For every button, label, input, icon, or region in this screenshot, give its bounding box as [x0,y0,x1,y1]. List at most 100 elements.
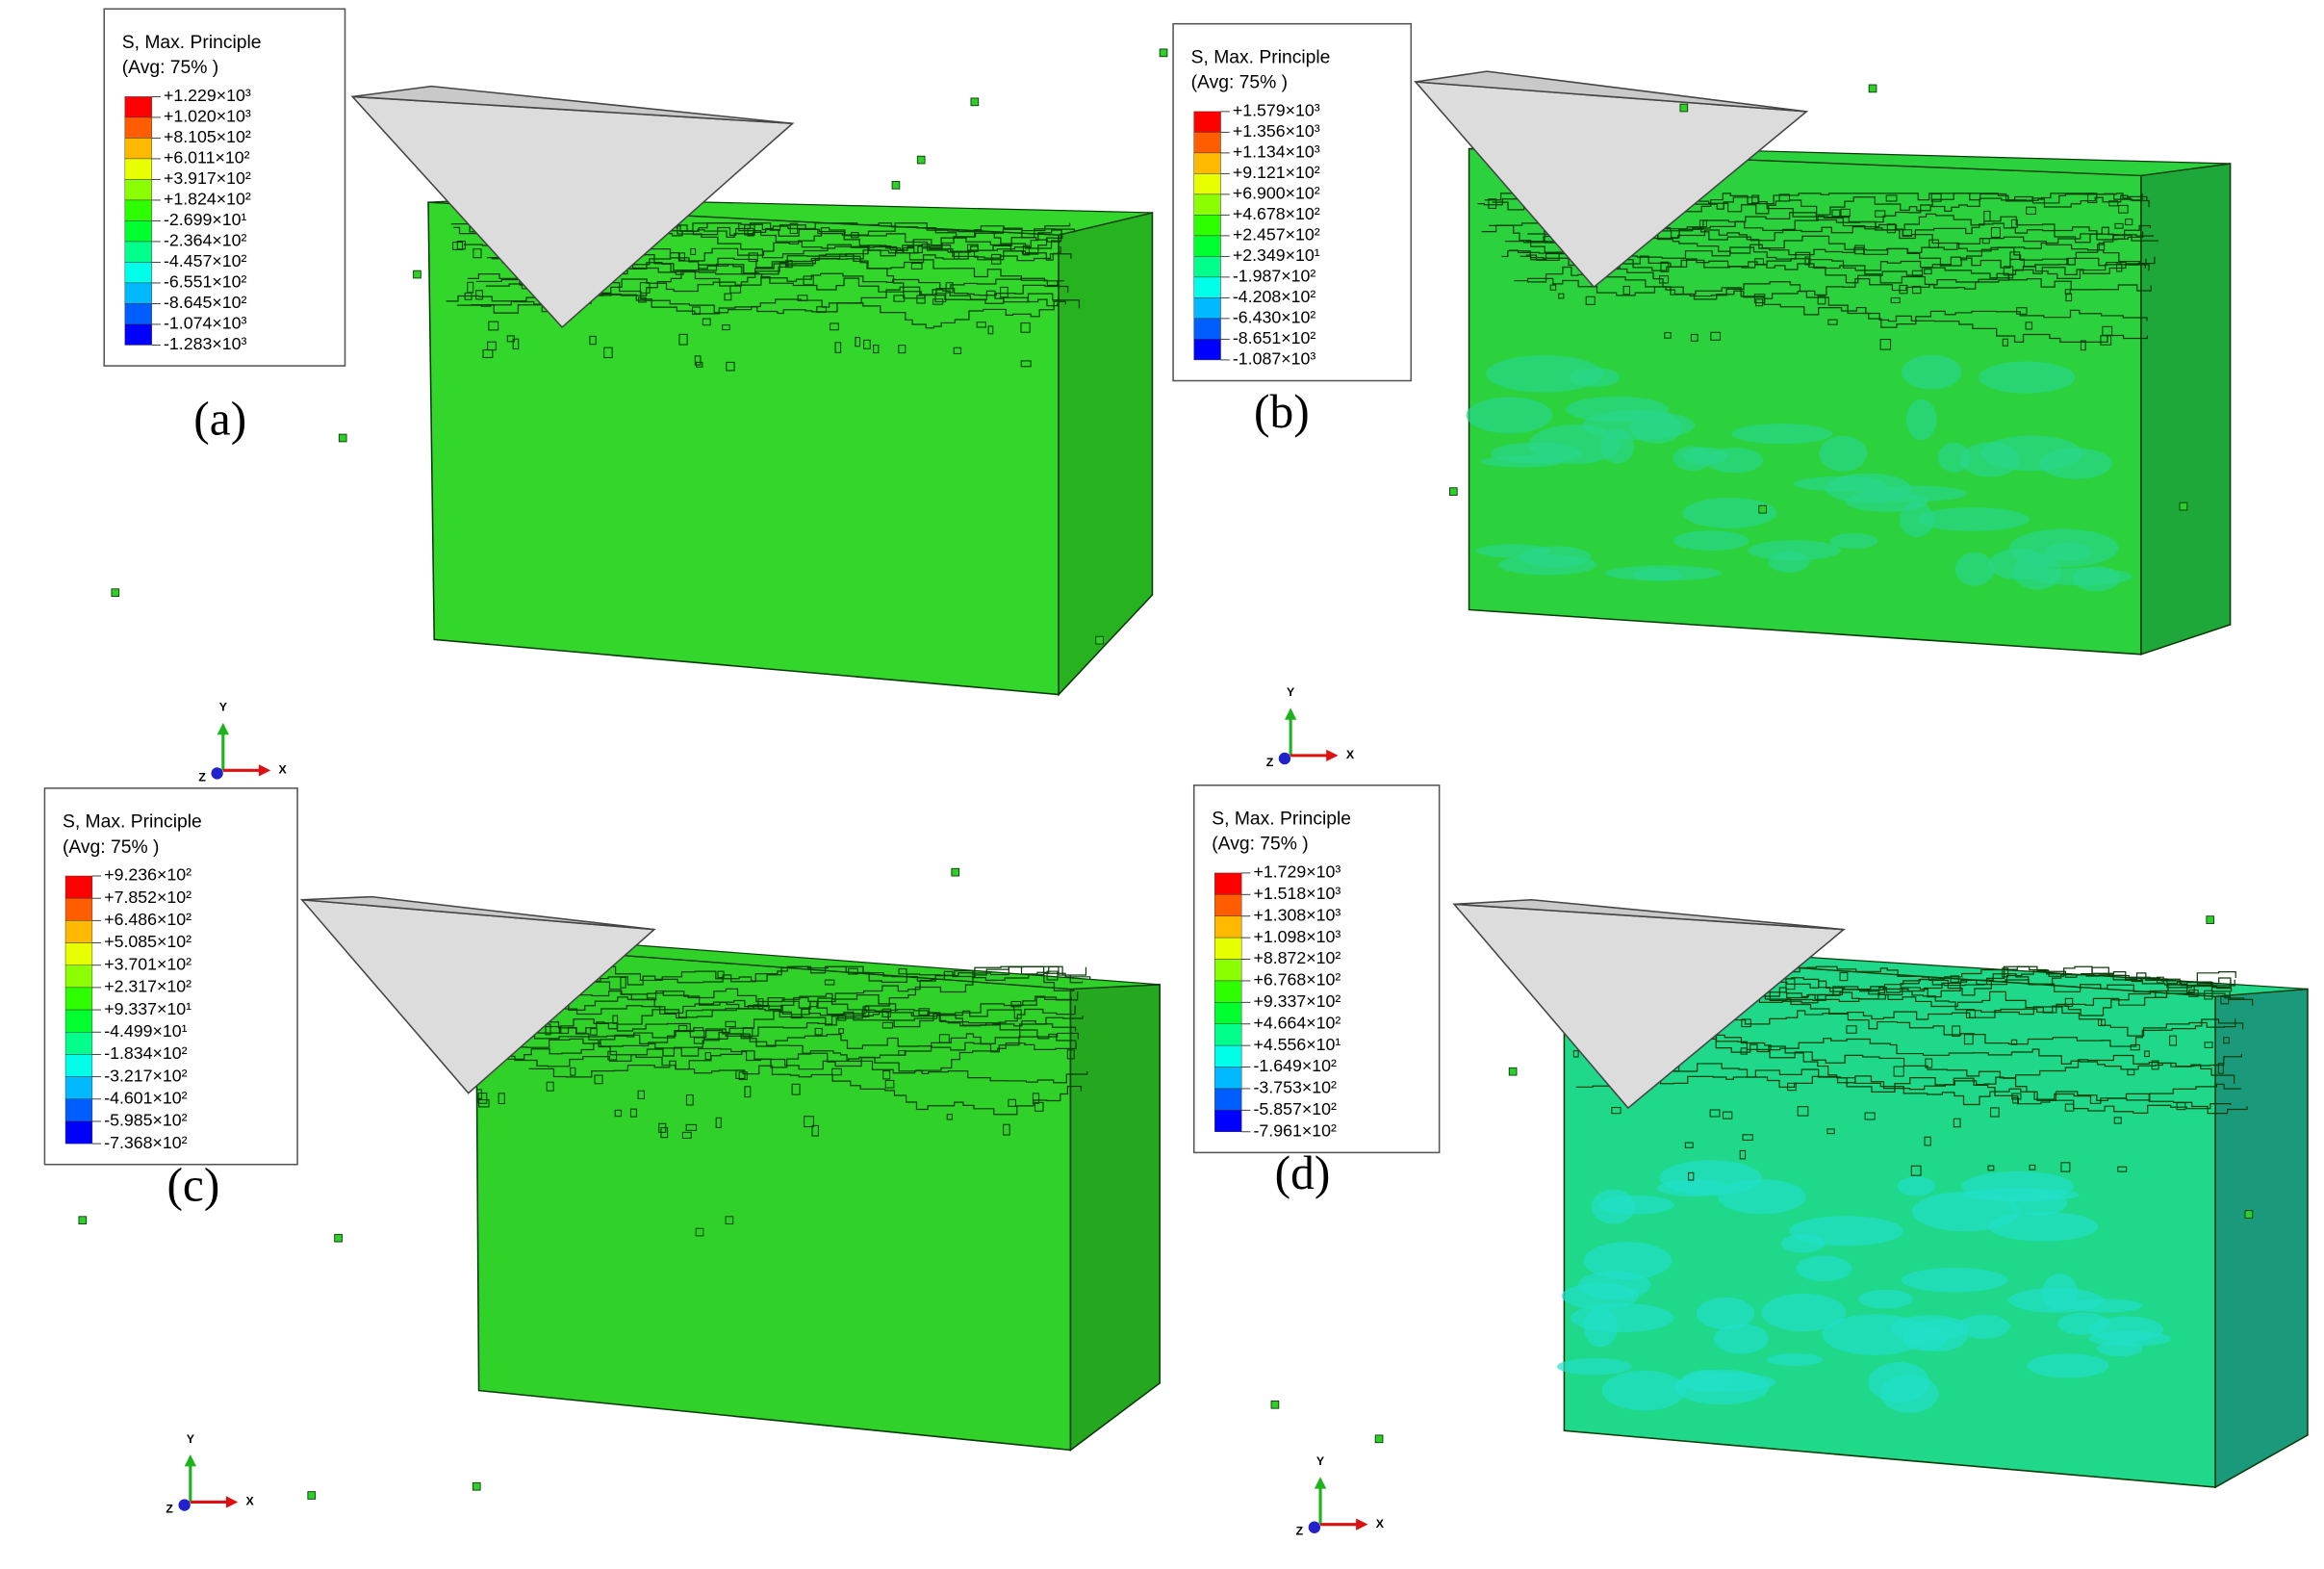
element [804,1116,814,1128]
axis-y-head [1314,1477,1327,1489]
element [472,248,482,259]
legend-value: -6.430×10² [1233,308,1315,327]
element [757,998,764,1010]
element [2217,1063,2224,1074]
legend-value: +9.236×10² [104,865,192,885]
element [814,1027,823,1036]
legend-swatch [64,897,93,921]
crack-line [479,1034,1088,1084]
crack-line [1622,1063,2232,1114]
stress-patch [2088,1330,2171,1347]
element [881,1008,892,1017]
fragment [951,867,960,877]
element [1893,1066,1904,1077]
fragment [307,1491,317,1500]
element [464,292,472,300]
legend-value: +5.085×10² [104,932,192,951]
legend-swatch [64,1009,93,1033]
element [898,345,907,354]
legend-swatch [64,875,93,899]
fragment [916,155,926,165]
element [570,1067,576,1076]
element [2113,1117,2122,1124]
element [2098,242,2106,251]
fragment [725,1216,734,1225]
legend-value: +1.229×10³ [164,86,251,105]
legend-swatch [1193,152,1221,174]
panel-label: (d) [1275,1146,1331,1199]
element [2108,200,2119,207]
element [2114,222,2124,229]
legend-value: +9.121×10² [1233,163,1320,182]
crack-line [535,995,1072,1034]
element [1928,239,1939,248]
tool-top [352,85,793,125]
element [838,1028,845,1035]
element [1549,284,1557,291]
block-right [1058,211,1154,697]
stress-patch [1900,502,1934,537]
element [685,1093,694,1106]
element [1846,1025,1857,1034]
legend-value: -2.364×10² [164,231,246,250]
legend-value: +4.556×10¹ [1254,1035,1341,1054]
element [1924,269,1932,275]
element [882,1070,891,1080]
legend-value: +9.337×10¹ [104,999,192,1018]
legend-swatch [124,116,152,139]
element [1903,229,1912,237]
element [681,1131,692,1139]
stress-patch [2027,1353,2109,1378]
element [2176,1102,2186,1111]
legend-swatch [1214,937,1242,960]
element [2100,335,2112,346]
element [2220,995,2230,1005]
element [1890,296,1901,304]
stress-patch [1490,442,1583,464]
element [546,1081,554,1092]
axis-z [178,1499,191,1511]
element [862,1006,870,1017]
legend-value: +7.852×10² [104,887,192,907]
element [1911,270,1924,277]
axis-y-head [217,722,229,735]
element [2002,338,2008,347]
element [916,295,926,304]
element [1911,285,1922,295]
legend-swatch [1193,235,1221,257]
legend-swatch [1193,173,1221,195]
element [678,333,688,346]
element [545,1023,551,1036]
element [976,322,986,328]
stress-patch [1911,1191,2020,1232]
legend-swatch [64,987,93,1011]
element [456,240,466,250]
element [1930,193,1942,202]
element [590,1027,598,1036]
legend-swatch [1214,894,1242,916]
element [1952,1025,1961,1037]
element [717,970,725,979]
element [1755,298,1764,307]
stress-patch [1767,1353,1823,1366]
element [2169,1035,2178,1046]
element [1899,284,1908,295]
axis-z-label: Z [166,1502,173,1515]
legend-avg: (Avg: 75% ) [1191,73,1288,93]
crack-line [481,965,1087,986]
axis-z-label: Z [1296,1525,1304,1538]
element [724,293,732,301]
element [1003,1123,1010,1136]
element [1660,261,1670,272]
legend-swatch [1214,1044,1242,1067]
element [722,324,730,331]
element [837,1013,847,1021]
legend-avg: (Avg: 75% ) [1212,835,1308,855]
axis-x-label: X [246,1495,255,1508]
panel: S, Max. Principle (Avg: 75% ) +9.236×10²+7… [43,787,1161,1515]
legend-value: -7.368×10² [104,1133,187,1152]
legend-swatch [124,262,152,284]
element [678,252,686,261]
legend-swatch [64,1032,93,1055]
legend-value: -1.649×10² [1254,1056,1337,1075]
